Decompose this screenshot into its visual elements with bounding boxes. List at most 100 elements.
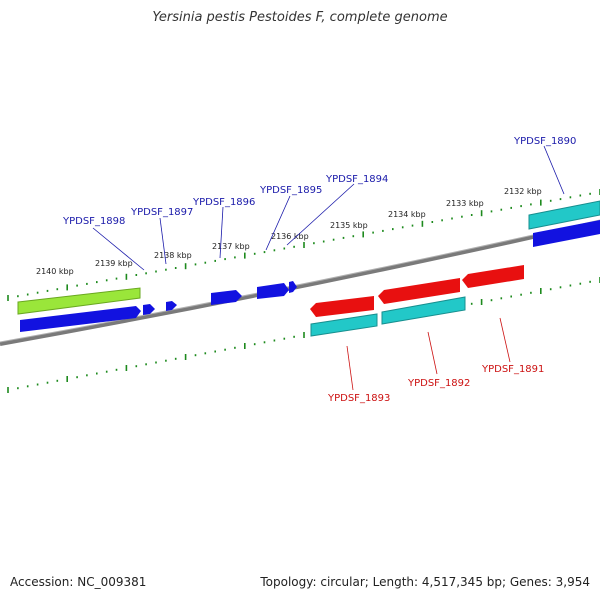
- upper-minor-tick: [145, 272, 147, 275]
- lower-major-tick: [66, 376, 68, 382]
- upper-minor-tick: [342, 236, 345, 239]
- upper-minor-tick: [490, 210, 493, 213]
- kbp-label-2138: 2138 kbp: [154, 251, 192, 260]
- accession-text: Accession: NC_009381: [10, 575, 147, 589]
- gene-label-1896[interactable]: YPDSF_1896: [192, 197, 255, 208]
- lower-minor-tick: [589, 280, 591, 283]
- gene-blue-1896[interactable]: [211, 290, 242, 305]
- upper-minor-tick: [510, 206, 512, 209]
- lower-minor-tick: [263, 341, 266, 344]
- upper-major-tick: [184, 263, 187, 270]
- gene-label-1894[interactable]: YPDSF_1894: [325, 174, 388, 185]
- gene-blue-1897a[interactable]: [143, 304, 155, 315]
- lower-major-tick: [540, 288, 542, 294]
- gene-label-1890[interactable]: YPDSF_1890: [513, 136, 576, 147]
- upper-major-tick: [480, 210, 483, 217]
- kbp-label-2136: 2136 kbp: [271, 232, 309, 241]
- lower-minor-tick: [96, 372, 98, 375]
- upper-major-tick: [244, 252, 246, 259]
- upper-minor-tick: [115, 277, 118, 280]
- lower-minor-tick: [520, 293, 522, 296]
- upper-minor-tick: [559, 198, 562, 201]
- leader-line-1892: [427, 331, 438, 375]
- gene-label-1895[interactable]: YPDSF_1895: [259, 185, 322, 196]
- lower-minor-tick: [510, 295, 512, 298]
- lower-major-tick: [480, 299, 483, 305]
- upper-minor-tick: [461, 215, 463, 218]
- kbp-label-2133: 2133 kbp: [446, 199, 484, 208]
- upper-minor-tick: [283, 247, 286, 250]
- leader-line-1890: [543, 145, 565, 195]
- lower-minor-tick: [470, 302, 473, 305]
- gene-label-1898[interactable]: YPDSF_1898: [62, 216, 125, 227]
- lower-minor-tick: [174, 357, 177, 360]
- upper-major-tick: [125, 273, 128, 280]
- lower-minor-tick: [530, 291, 532, 294]
- upper-minor-tick: [56, 288, 59, 291]
- upper-major-tick: [303, 242, 305, 248]
- upper-minor-tick: [214, 259, 216, 262]
- lower-minor-tick: [253, 343, 256, 346]
- lower-minor-tick: [115, 368, 118, 371]
- upper-major-tick: [362, 231, 364, 238]
- gene-label-1893[interactable]: YPDSF_1893: [327, 393, 390, 404]
- gene-blue-1897b[interactable]: [166, 301, 177, 311]
- lower-major-tick: [125, 365, 128, 371]
- lower-minor-tick: [204, 352, 207, 355]
- upper-minor-tick: [549, 199, 552, 202]
- kbp-label-2134: 2134 kbp: [388, 210, 426, 219]
- lower-minor-tick: [214, 350, 216, 353]
- upper-minor-tick: [76, 284, 78, 287]
- upper-minor-tick: [253, 252, 256, 255]
- upper-major-tick: [540, 199, 542, 206]
- gene-cyan-1892[interactable]: [381, 296, 466, 325]
- lower-minor-tick: [76, 376, 78, 379]
- lower-minor-tick: [56, 379, 59, 382]
- lower-minor-tick: [105, 370, 108, 373]
- upper-minor-tick: [372, 231, 374, 234]
- lower-minor-tick: [17, 387, 19, 390]
- gene-blue-1895[interactable]: [257, 283, 289, 299]
- gene-cyan-1893[interactable]: [310, 313, 378, 337]
- lower-major-tick: [7, 387, 9, 393]
- upper-minor-tick: [17, 295, 19, 298]
- upper-minor-tick: [273, 249, 276, 252]
- gene-red-1892[interactable]: [378, 278, 460, 304]
- upper-minor-tick: [322, 240, 325, 243]
- upper-minor-tick: [382, 229, 384, 232]
- genome-backbone: [0, 220, 600, 346]
- upper-minor-tick: [451, 217, 453, 220]
- kbp-label-2132: 2132 kbp: [504, 187, 542, 196]
- gene-red-1891[interactable]: [462, 265, 524, 288]
- gene-label-1891[interactable]: YPDSF_1891: [481, 364, 544, 375]
- lower-minor-tick: [86, 374, 88, 377]
- leader-line-1898: [92, 227, 145, 271]
- leader-line-1897: [159, 217, 167, 265]
- gene-blue-1894[interactable]: [289, 281, 297, 293]
- gene-green-bar[interactable]: [17, 287, 141, 315]
- upper-minor-tick: [86, 282, 88, 285]
- upper-major-tick: [7, 295, 9, 301]
- genome-stats-text: Topology: circular; Length: 4,517,345 bp…: [260, 575, 590, 589]
- upper-minor-tick: [96, 281, 98, 284]
- gene-label-1892[interactable]: YPDSF_1892: [407, 378, 470, 389]
- upper-minor-tick: [224, 258, 226, 261]
- gene-cyan-1890[interactable]: [528, 200, 600, 230]
- gene-blue-1898[interactable]: [20, 306, 141, 332]
- upper-minor-tick: [155, 270, 157, 273]
- gene-blue-1890[interactable]: [533, 220, 600, 247]
- upper-minor-tick: [26, 293, 29, 296]
- upper-minor-tick: [520, 205, 522, 208]
- upper-major-tick: [66, 284, 68, 291]
- upper-minor-tick: [332, 238, 335, 241]
- gene-red-1893[interactable]: [310, 296, 374, 317]
- lower-minor-tick: [549, 288, 552, 291]
- upper-minor-tick: [392, 228, 394, 231]
- lower-minor-tick: [234, 346, 236, 349]
- leader-line-1895: [265, 195, 291, 251]
- upper-minor-tick: [263, 251, 266, 254]
- leader-line-1896: [219, 206, 224, 259]
- lower-minor-tick: [46, 381, 49, 384]
- gene-label-1897[interactable]: YPDSF_1897: [130, 207, 193, 218]
